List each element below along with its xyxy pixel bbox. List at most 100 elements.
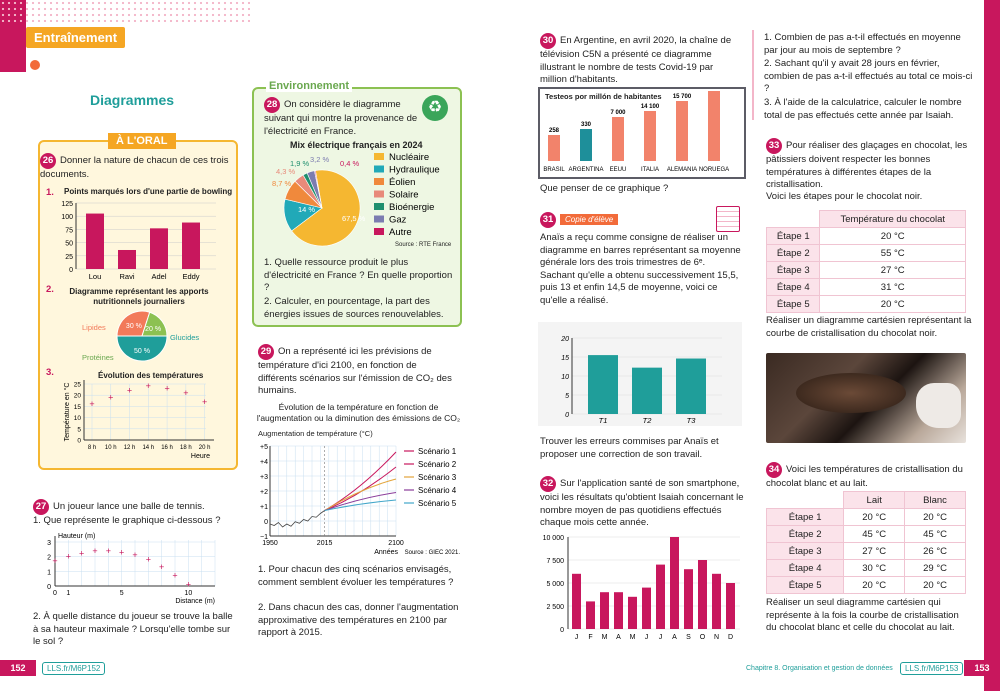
ex26-number: 26	[40, 153, 56, 169]
x-tick-label: D	[728, 634, 733, 641]
y-tick-label: +3	[260, 474, 268, 481]
ex33-number: 33	[766, 138, 782, 154]
ex26-1-title: Points marqués lors d'une partie de bowl…	[64, 187, 233, 196]
ex28-q2: 2. Calculer, en pourcentage, la part des…	[264, 296, 444, 320]
data-point: +	[159, 562, 164, 572]
ex26-2-label: 2.	[46, 284, 54, 295]
x-tick-label: 1	[66, 590, 70, 597]
bar	[670, 537, 679, 629]
link-left[interactable]: LLS.fr/M6P152	[42, 662, 106, 675]
x-tick-label: 2015	[317, 540, 333, 547]
notebook-icon	[716, 206, 740, 232]
slice-label: Protéines	[82, 353, 114, 362]
ex29-q2: 2. Dans chacun des cas, donner l'augment…	[258, 602, 459, 638]
bar	[726, 583, 735, 629]
data-point: +	[66, 552, 71, 562]
x-tick-label: 2100	[388, 540, 404, 547]
bar	[676, 358, 706, 414]
bar	[614, 592, 623, 629]
slice-value: 30 %	[126, 323, 142, 330]
data-point: +	[202, 397, 207, 407]
scenario-line	[324, 499, 397, 511]
y-tick-label: 15	[74, 404, 82, 411]
slice-value: 14 %	[298, 205, 315, 214]
y-tick-label: 15	[561, 355, 569, 362]
slice-value: 50 %	[134, 348, 150, 355]
ex33-text: Pour réaliser des glaçages en chocolat, …	[766, 140, 968, 190]
x-tick-label: 10 h	[105, 445, 117, 451]
bar	[628, 596, 637, 629]
bar	[676, 101, 688, 161]
slice-label: Glucides	[170, 333, 199, 342]
bar	[588, 355, 618, 414]
ex29-number: 29	[258, 344, 274, 360]
y-tick-label: 2 500	[546, 604, 564, 611]
ex31-text: Anaïs a reçu comme consigne de réaliser …	[540, 232, 741, 306]
ex31-question: Trouver les erreurs commises par Anaïs e…	[540, 436, 719, 460]
ex26-3-label: 3.	[46, 367, 54, 378]
x-tick-label: T1	[599, 416, 608, 425]
legend-label: Hydraulique	[389, 165, 440, 176]
data-label: 258	[549, 128, 560, 134]
y-tick-label: 1	[47, 569, 51, 576]
data-label: 7 000	[610, 110, 626, 116]
ex26-statement: 26 Donner la nature de chacun de ces troi…	[40, 153, 230, 182]
data-point: +	[108, 392, 113, 402]
temperature-scatter-chart: 0 5 10 15 20 25 +8 h +10 h +12 h +14 h +16 h +18 h +…	[63, 380, 214, 460]
legend-label: Autre	[389, 227, 412, 238]
x-tick-label: 14 h	[142, 445, 154, 451]
bar	[612, 117, 624, 161]
x-tick-label: S	[686, 634, 691, 641]
table-header: Température du chocolat	[819, 210, 966, 228]
bar	[642, 587, 651, 629]
slice-value: 67,5 %	[342, 214, 366, 223]
data-point: +	[89, 399, 94, 409]
ex28-text: On considère le diagramme suivant qui mo…	[264, 99, 418, 137]
legend-swatch	[374, 203, 384, 210]
x-tick-label: 10	[184, 590, 192, 597]
data-label: 14 100	[641, 104, 660, 110]
bar	[712, 573, 721, 629]
x-tick-label: J	[575, 634, 579, 641]
data-point: +	[52, 556, 57, 566]
x-tick-label: NORUEGA	[699, 167, 729, 173]
data-point: +	[106, 546, 111, 556]
steps-q1: 1. Combien de pas a-t-il effectués en mo…	[764, 32, 961, 56]
temperature-scenarios-chart: −1 0 +1 +2 +3 +4 +5 Scénario 1 Scénario 2 Scénari…	[260, 444, 460, 556]
data-label: 330	[581, 122, 592, 128]
data-point: +	[127, 386, 132, 396]
y-tick-label: 0	[69, 267, 73, 274]
y-tick-label: −1	[260, 534, 268, 541]
data-point: +	[164, 383, 169, 393]
ex30-statement: 30 En Argentine, en avril 2020, la chaîne…	[540, 33, 740, 87]
y-tick-label: 0	[565, 412, 569, 419]
x-tick-label: 1950	[262, 540, 278, 547]
y-tick-label: 5 000	[546, 581, 564, 588]
ex29-ylabel: Augmentation de température (°C)	[258, 429, 373, 438]
y-tick-label: 20	[74, 393, 82, 400]
link-right[interactable]: LLS.fr/M6P153	[900, 662, 964, 675]
table-row: Étape 1 20 °C	[765, 227, 966, 245]
x-tick-label: 0	[53, 590, 57, 597]
ex26-3-title: Évolution des températures	[98, 371, 204, 380]
ball-height-chart: 0 1 2 3 + + + + + + + + + + +0 1 5 10 Hauteur (m) Distance …	[47, 533, 216, 605]
legend-label: Scénario 2	[418, 460, 457, 469]
bar	[118, 249, 136, 269]
data-label: 22 300	[705, 89, 724, 90]
page-number-right: 153	[964, 660, 1000, 676]
bar	[632, 367, 662, 414]
x-tick-label: 8 h	[88, 445, 96, 451]
x-tick-label: EEUU	[610, 167, 627, 173]
x-axis-label: Années	[374, 549, 398, 556]
bar	[572, 573, 581, 629]
x-tick-label: BRASIL	[543, 167, 565, 173]
bar	[656, 564, 665, 629]
bar	[580, 129, 592, 161]
legend-swatch	[374, 178, 384, 185]
ex30-number: 30	[540, 33, 556, 49]
slice-label: Lipides	[82, 323, 106, 332]
ex29-text: On a représenté ici les prévisions de te…	[258, 346, 452, 396]
data-point: +	[183, 388, 188, 398]
x-tick-label: Ravi	[119, 272, 134, 281]
table-row: Étape 2 45 °C 45 °C	[765, 525, 966, 543]
